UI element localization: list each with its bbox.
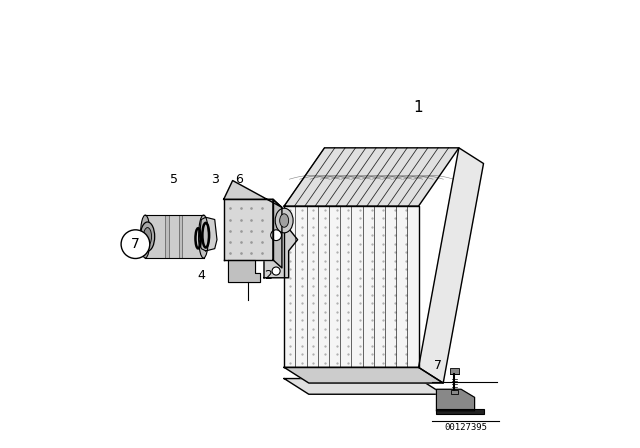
Text: 1: 1 bbox=[413, 100, 424, 115]
Bar bbox=[165, 215, 169, 258]
Text: 4: 4 bbox=[197, 269, 205, 282]
Circle shape bbox=[271, 230, 282, 241]
Text: 5: 5 bbox=[170, 172, 179, 186]
Polygon shape bbox=[228, 260, 260, 282]
Circle shape bbox=[121, 230, 150, 258]
Polygon shape bbox=[224, 181, 282, 207]
Polygon shape bbox=[284, 206, 419, 367]
Polygon shape bbox=[284, 379, 443, 394]
Text: 7: 7 bbox=[435, 358, 442, 372]
Text: 00127395: 00127395 bbox=[444, 423, 487, 432]
Polygon shape bbox=[224, 199, 273, 260]
Polygon shape bbox=[273, 199, 282, 268]
Text: 2: 2 bbox=[264, 269, 273, 282]
Bar bbox=[450, 368, 459, 374]
Text: 6: 6 bbox=[236, 172, 243, 186]
Bar bbox=[436, 409, 484, 414]
Polygon shape bbox=[284, 148, 459, 206]
Bar bbox=[179, 215, 182, 258]
Ellipse shape bbox=[280, 214, 289, 227]
Ellipse shape bbox=[143, 228, 152, 246]
Ellipse shape bbox=[198, 215, 209, 258]
Text: 3: 3 bbox=[211, 172, 219, 186]
Circle shape bbox=[272, 267, 280, 275]
Polygon shape bbox=[284, 367, 443, 383]
Text: 7: 7 bbox=[131, 237, 140, 251]
Polygon shape bbox=[199, 217, 217, 251]
Ellipse shape bbox=[140, 222, 155, 251]
Ellipse shape bbox=[140, 215, 150, 258]
Polygon shape bbox=[264, 211, 298, 278]
Ellipse shape bbox=[275, 208, 293, 233]
Bar bbox=[451, 390, 458, 394]
Bar bbox=[145, 215, 204, 258]
Polygon shape bbox=[436, 389, 475, 411]
Polygon shape bbox=[419, 148, 484, 383]
